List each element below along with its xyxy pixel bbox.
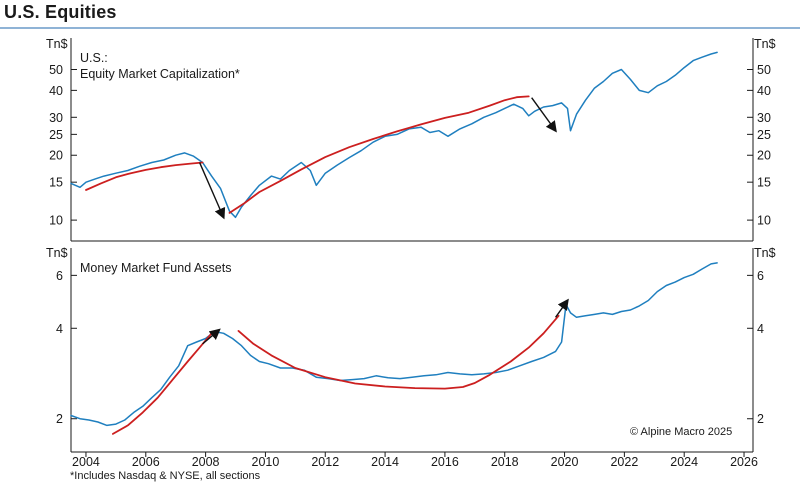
- unit-label-left: Tn$: [46, 37, 68, 51]
- arrow-rise-2008: [202, 328, 221, 345]
- ytick-label-right: 4: [757, 322, 764, 336]
- xtick-label: 2012: [311, 455, 339, 469]
- ytick-label-left: 2: [56, 412, 63, 426]
- arrow-drop-2008: [198, 162, 226, 220]
- arrow-rise-2020: [555, 298, 569, 318]
- page-title: U.S. Equities: [4, 2, 117, 22]
- ytick-label-right: 2: [757, 412, 764, 426]
- ytick-label-left: 15: [49, 176, 63, 190]
- ytick-label-left: 20: [49, 149, 63, 163]
- unit-label-left: Tn$: [46, 246, 68, 260]
- xtick-label: 2016: [431, 455, 459, 469]
- xtick-label: 2014: [371, 455, 399, 469]
- xtick-label: 2024: [670, 455, 698, 469]
- ytick-label-left: 4: [56, 322, 63, 336]
- chart-panels: Tn$ Tn$ 10 10 15 15 20 20 25 25 30 30 40 40 50 50 U.S.: E…: [46, 37, 776, 452]
- unit-label-right: Tn$: [754, 37, 776, 51]
- xtick-label: 2018: [491, 455, 519, 469]
- ytick-label-right: 6: [757, 269, 764, 283]
- ytick-label-right: 15: [757, 176, 771, 190]
- ytick-label-right: 10: [757, 214, 771, 228]
- panel-label: U.S.: Equity Market Capitalization*: [80, 51, 240, 81]
- trend-line: [85, 161, 204, 191]
- ytick-label-left: 50: [49, 63, 63, 77]
- xtick-label: 2008: [192, 455, 220, 469]
- panel-label-line: Money Market Fund Assets: [80, 261, 231, 275]
- ytick-label-left: 40: [49, 84, 63, 98]
- xtick-label: 2022: [610, 455, 638, 469]
- arrow-drop-2019: [531, 97, 557, 133]
- x-axis: 2004 2006 2008 2010 2012 2014 2016 2018 2020 2022…: [71, 451, 758, 469]
- xtick-label: 2026: [730, 455, 758, 469]
- trend-line: [112, 332, 213, 435]
- xtick-label: 2010: [252, 455, 280, 469]
- xtick-label: 2004: [72, 455, 100, 469]
- xtick-label: 2006: [132, 455, 160, 469]
- series-line: [70, 51, 718, 219]
- unit-label-right: Tn$: [754, 246, 776, 260]
- ytick-label-right: 40: [757, 84, 771, 98]
- ytick-label-left: 25: [49, 128, 63, 142]
- panel-label: Money Market Fund Assets: [80, 261, 231, 275]
- ytick-label-right: 20: [757, 149, 771, 163]
- series-line: [70, 262, 718, 427]
- ytick-label-right: 50: [757, 63, 771, 77]
- trend-line: [237, 314, 560, 390]
- ytick-label-right: 25: [757, 128, 771, 142]
- panel-label-line: U.S.:: [80, 51, 108, 65]
- ytick-label-left: 30: [49, 111, 63, 125]
- ytick-label-left: 10: [49, 214, 63, 228]
- title-divider: [0, 27, 800, 29]
- panel-2: Tn$ Tn$ 2 2 4 4 6 6 Money Market Fund Assets: [46, 246, 776, 452]
- xtick-label: 2020: [551, 455, 579, 469]
- ytick-label-left: 6: [56, 269, 63, 283]
- panel-1: Tn$ Tn$ 10 10 15 15 20 20 25 25 30 30 40 40 50 50 U.S.: E…: [46, 37, 776, 242]
- panel-label-line: Equity Market Capitalization*: [80, 67, 240, 81]
- ytick-label-right: 30: [757, 111, 771, 125]
- footnote: *Includes Nasdaq & NYSE, all sections: [70, 470, 261, 482]
- copyright-note: © Alpine Macro 2025: [630, 426, 733, 438]
- trend-line: [228, 95, 530, 214]
